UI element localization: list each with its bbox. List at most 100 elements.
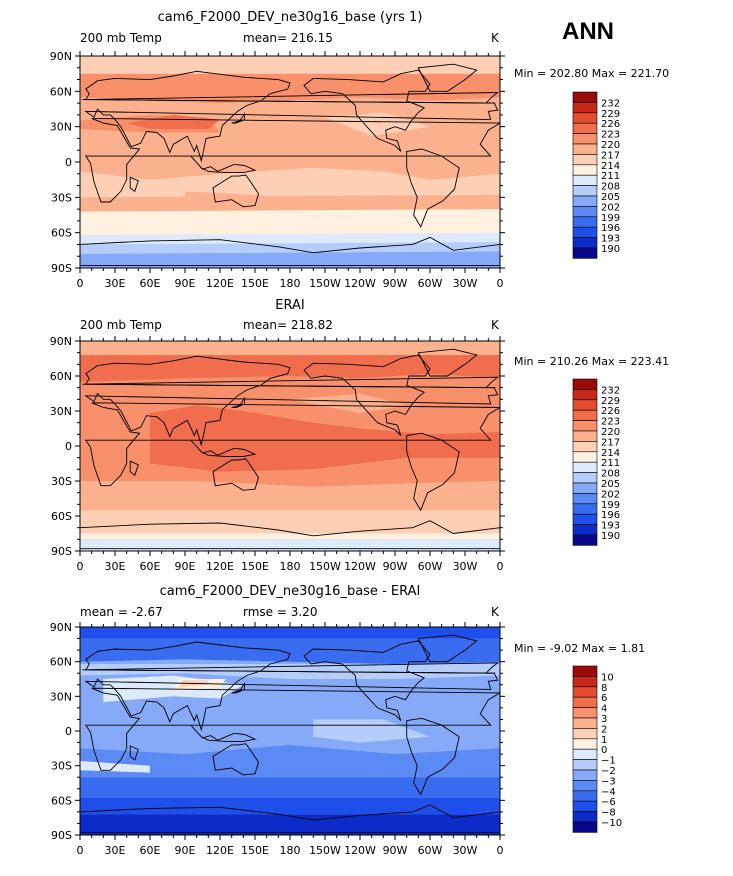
colorbar-label: 2 (601, 724, 607, 735)
coastline (417, 348, 478, 377)
panel-2-center-label: mean= 218.82 (243, 318, 333, 332)
y-tick-label: 30N (50, 121, 72, 134)
coastline (406, 432, 460, 512)
color-zone (80, 744, 500, 778)
x-tick-label: 60E (140, 560, 161, 573)
x-tick-label: 30E (105, 844, 126, 857)
x-tick-label: 150W (309, 560, 341, 573)
x-tick-label: 120E (206, 277, 234, 290)
color-zone (80, 209, 500, 235)
colorbar-swatch (572, 482, 598, 494)
y-tick-label: 30S (51, 760, 72, 773)
colorbar-swatch (572, 430, 598, 442)
panel-3-map: 0 30E 60E 90E 120E 150E 180 150W 120W 90W 60W 30W 09… (50, 621, 505, 857)
x-tick-label: 0 (497, 844, 504, 857)
coastline (82, 376, 500, 389)
x-tick-label: 120W (344, 560, 376, 573)
colorbar-swatch (572, 811, 598, 823)
panel-3-center-label: rmse = 3.20 (243, 605, 318, 619)
colorbar-label: 220 (601, 140, 620, 151)
x-tick-label: 90E (175, 560, 196, 573)
colorbar-swatch (572, 420, 598, 432)
coastline (84, 355, 499, 447)
colorbar-swatch (572, 738, 598, 750)
coastline (82, 662, 500, 674)
panel-3-units: K (491, 605, 499, 619)
season-label: ANN (562, 18, 614, 45)
colorbar-label: 226 (601, 406, 620, 417)
y-tick-label: 60S (51, 794, 72, 807)
panel-2-units: K (491, 318, 499, 332)
y-tick-label: 90N (50, 621, 72, 634)
colorbar-label: 196 (601, 510, 620, 521)
colorbar-label: −1 (601, 756, 616, 767)
x-tick-label: 60W (418, 277, 443, 290)
coastline (80, 236, 500, 267)
panel-2-left-label: 200 mb Temp (80, 318, 162, 332)
colorbar-label: 208 (601, 182, 620, 193)
x-tick-label: 0 (77, 560, 84, 573)
coastline (303, 354, 431, 436)
colorbar-label: 229 (601, 396, 620, 407)
colorbar-label: 214 (601, 448, 620, 459)
color-zone (80, 251, 500, 268)
x-tick-label: 180 (280, 844, 301, 857)
colorbar-label: 202 (601, 202, 620, 213)
y-tick-label: 90S (51, 829, 72, 842)
coastline (212, 174, 259, 208)
x-tick-label: 60W (418, 844, 443, 857)
coastline (80, 520, 500, 550)
x-tick-label: 90W (383, 844, 408, 857)
x-tick-label: 30W (453, 560, 478, 573)
color-zone (80, 510, 500, 534)
colorbar-swatch (572, 174, 598, 186)
colorbar-swatch (572, 112, 598, 124)
coastline (80, 804, 500, 834)
color-zone (80, 341, 500, 355)
colorbar-swatch (572, 493, 598, 505)
colorbar-swatch (572, 143, 598, 155)
x-tick-label: 150W (309, 844, 341, 857)
panel-1-left-label: 200 mb Temp (80, 31, 162, 45)
colorbar-label: 199 (601, 213, 620, 224)
coastline (84, 402, 500, 487)
colorbar-swatch (572, 451, 598, 463)
coastline (231, 112, 245, 124)
coastline (190, 724, 257, 742)
colorbar-swatch (572, 378, 598, 390)
coastline (190, 439, 257, 457)
colorbar-swatch (572, 247, 598, 259)
x-tick-label: 120W (344, 277, 376, 290)
x-tick-label: 0 (497, 560, 504, 573)
colorbar-swatch (572, 226, 598, 238)
y-tick-label: 60S (51, 510, 72, 523)
panel-3-title: cam6_F2000_DEV_ne30g16_base - ERAI (159, 584, 421, 599)
panel-1-title: cam6_F2000_DEV_ne30g16_base (yrs 1) (157, 10, 423, 25)
colorbar-swatch (572, 696, 598, 708)
color-zone (80, 539, 500, 551)
colorbar-swatch (572, 503, 598, 515)
colorbar-label: 214 (601, 161, 620, 172)
y-tick-label: 60N (50, 85, 72, 98)
coastline (84, 70, 499, 163)
y-tick-label: 30N (50, 405, 72, 418)
color-zone (80, 242, 500, 254)
color-zone (80, 814, 500, 835)
color-zone (150, 405, 500, 472)
colorbar-swatch (572, 524, 598, 536)
colorbar-label: 193 (601, 521, 620, 532)
panel-2-minmax: Min = 210.26 Max = 223.41 (514, 355, 670, 368)
colorbar-label: 232 (601, 98, 620, 109)
colorbar-swatch (572, 164, 598, 176)
colorbar-label: −3 (601, 776, 616, 787)
color-zone (126, 114, 220, 129)
colorbar-swatch (572, 676, 598, 688)
coastline (84, 641, 499, 732)
y-tick-label: 0 (65, 725, 72, 738)
color-zone (290, 393, 407, 414)
colorbar-swatch (572, 154, 598, 166)
colorbar-label: 226 (601, 119, 620, 130)
colorbar-label: 3 (601, 714, 607, 725)
color-zone (185, 191, 290, 204)
